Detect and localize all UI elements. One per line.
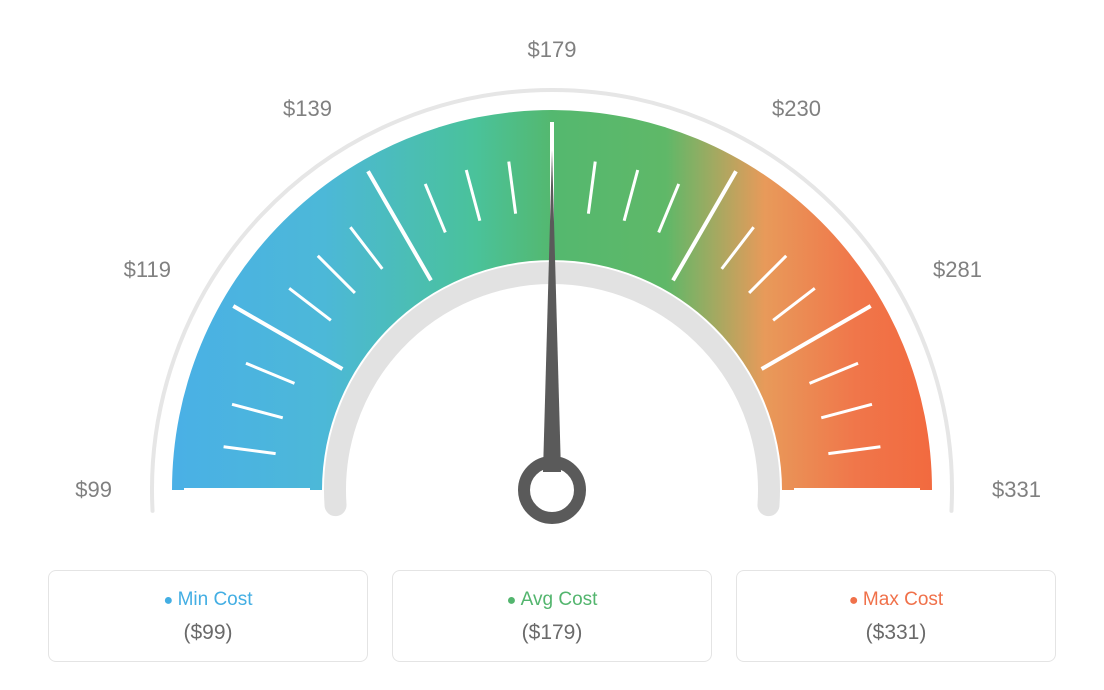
legend-avg-label: Avg Cost	[403, 589, 701, 611]
legend-max-value: ($331)	[747, 621, 1045, 645]
legend-avg-value: ($179)	[403, 621, 701, 645]
legend-max-label: Max Cost	[747, 589, 1045, 611]
legend-card-avg: Avg Cost ($179)	[392, 570, 712, 662]
gauge-tick-label: $99	[75, 477, 112, 502]
legend-card-min: Min Cost ($99)	[48, 570, 368, 662]
legend-card-max: Max Cost ($331)	[736, 570, 1056, 662]
legend-min-label: Min Cost	[59, 589, 357, 611]
gauge-tick-label: $331	[992, 477, 1041, 502]
legend-min-value: ($99)	[59, 621, 357, 645]
gauge-tick-label: $139	[283, 96, 332, 121]
gauge-tick-label: $230	[772, 96, 821, 121]
gauge-chart: $99 $119 $139 $179 $230 $281 $331	[0, 0, 1104, 560]
gauge-tick-label: $119	[124, 257, 171, 282]
gauge-container: $99 $119 $139 $179 $230 $281 $331	[0, 0, 1104, 560]
gauge-tick-label: $281	[933, 257, 982, 282]
gauge-tick-label: $179	[528, 37, 577, 62]
legend-row: Min Cost ($99) Avg Cost ($179) Max Cost …	[0, 570, 1104, 662]
